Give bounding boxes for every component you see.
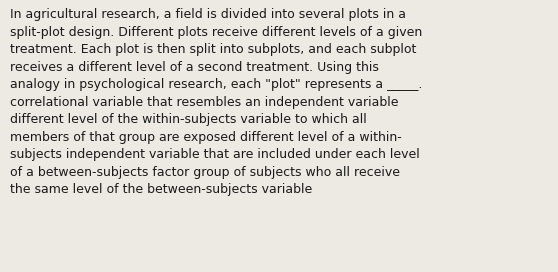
Text: In agricultural research, a field is divided into several plots in a
split-plot : In agricultural research, a field is div… [10,8,422,196]
